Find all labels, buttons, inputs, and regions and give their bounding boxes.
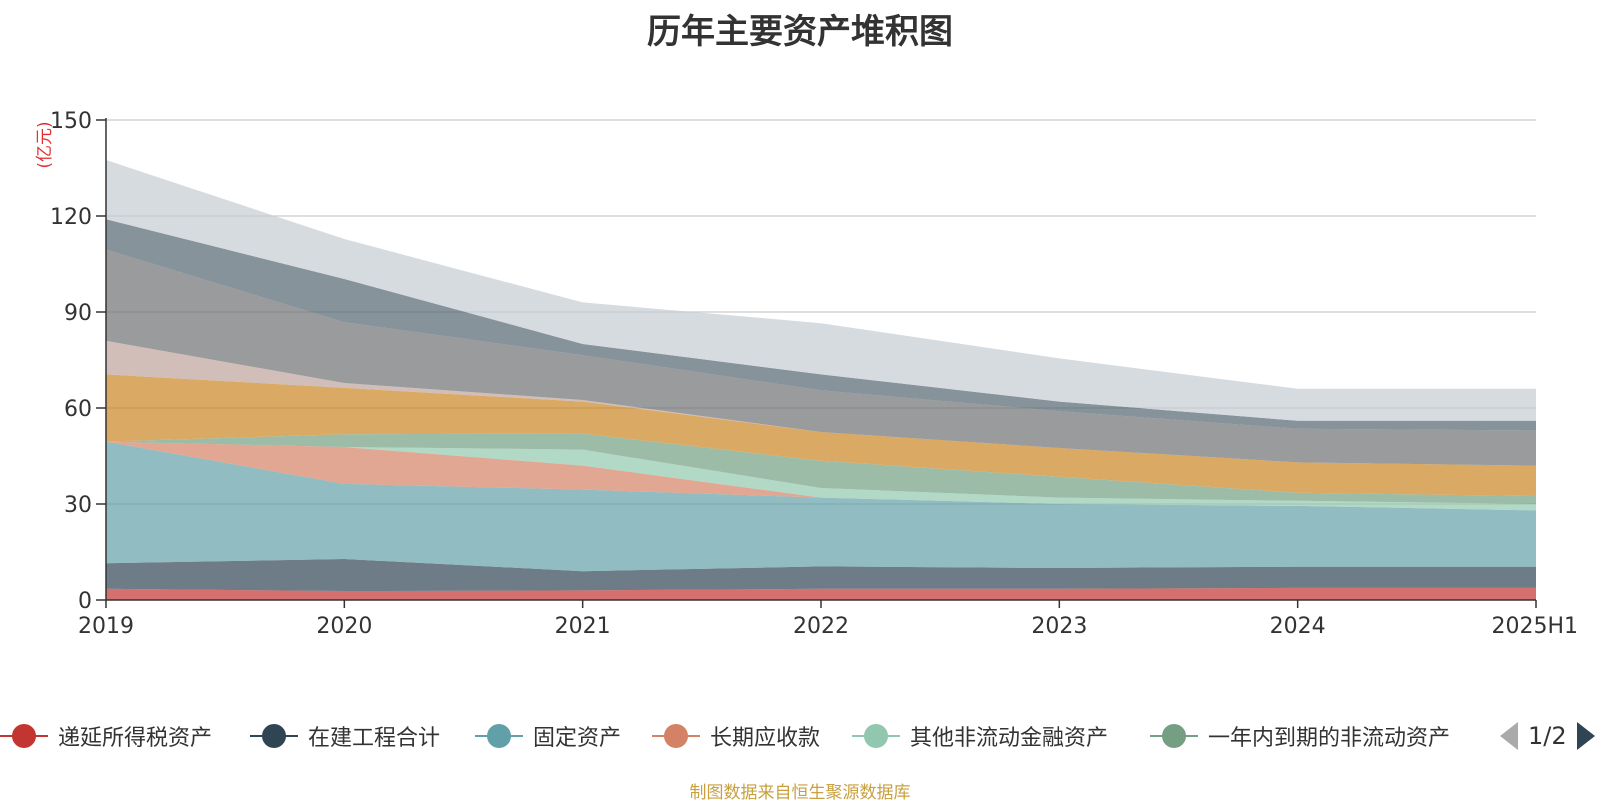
- area-series-2[interactable]: [106, 441, 1536, 572]
- legend-label: 在建工程合计: [308, 726, 441, 751]
- x-axis-tick-label: 2024: [1270, 614, 1326, 639]
- legend-pager: 1/2: [1500, 718, 1595, 754]
- axes: 0 30 60 90 120 150 2019 2020 2021 2022 2023 2024 202…: [50, 109, 1578, 639]
- area-series-6[interactable]: [106, 374, 1536, 496]
- area-series-10[interactable]: [106, 160, 1536, 421]
- area-series-8[interactable]: [106, 249, 1536, 466]
- legend-label: 长期应收款: [710, 726, 821, 751]
- y-axis-tick-label: 60: [64, 397, 92, 422]
- y-axis-tick-label: 150: [50, 109, 92, 134]
- legend-label: 固定资产: [533, 726, 622, 751]
- legend-item[interactable]: 在建工程合计: [250, 718, 440, 754]
- x-axis-tick-label: 2019: [78, 614, 134, 639]
- legend-label: 递延所得税资产: [58, 726, 213, 751]
- x-axis-tick-label: 2025H1: [1491, 614, 1578, 639]
- y-axis-tick-label: 30: [64, 493, 92, 518]
- area-series: [106, 160, 1536, 600]
- legend-swatch-icon: [852, 724, 900, 748]
- area-series-9[interactable]: [106, 219, 1536, 431]
- area-series-5[interactable]: [106, 433, 1536, 504]
- area-series-4[interactable]: [106, 441, 1536, 511]
- data-source-note: 制图数据来自恒生聚源数据库: [689, 783, 911, 803]
- legend-label: 一年内到期的非流动资产: [1208, 726, 1451, 751]
- legend-item[interactable]: 长期应收款: [652, 718, 820, 754]
- legend-item[interactable]: 其他非流动金融资产: [852, 718, 1108, 754]
- legend-label: 其他非流动金融资产: [910, 726, 1109, 751]
- legend-swatch-icon: [250, 724, 298, 748]
- legend-next-arrow-icon[interactable]: [1576, 722, 1595, 750]
- x-axis-tick-label: 2023: [1031, 614, 1087, 639]
- y-axis-tick-label: 0: [78, 589, 92, 614]
- legend-swatch-icon: [652, 724, 700, 748]
- area-series-1[interactable]: [106, 559, 1536, 592]
- legend-swatch-icon: [475, 724, 523, 748]
- legend-prev-arrow-icon[interactable]: [1500, 722, 1518, 750]
- legend-item[interactable]: 递延所得税资产: [0, 718, 212, 754]
- x-axis-tick-label: 2022: [793, 614, 849, 639]
- legend: 递延所得税资产 在建工程合计 固定资产 长期应收款 其他非流动金融资产 一年内到期的非流动…: [0, 718, 1600, 754]
- legend-page-indicator: 1/2: [1528, 722, 1567, 750]
- x-axis-tick-label: 2020: [316, 614, 372, 639]
- y-axis-unit-label: (亿元): [35, 121, 55, 168]
- area-series-3[interactable]: [106, 441, 1536, 511]
- legend-swatch-icon: [0, 724, 48, 748]
- chart-title: 历年主要资产堆积图: [647, 12, 953, 52]
- x-axis-tick-label: 2021: [555, 614, 611, 639]
- area-series-0[interactable]: [106, 587, 1536, 600]
- legend-item[interactable]: 一年内到期的非流动资产: [1150, 718, 1450, 754]
- y-axis-tick-label: 90: [64, 301, 92, 326]
- legend-swatch-icon: [1150, 724, 1198, 748]
- legend-item[interactable]: 固定资产: [475, 718, 621, 754]
- y-axis-tick-label: 120: [50, 205, 92, 230]
